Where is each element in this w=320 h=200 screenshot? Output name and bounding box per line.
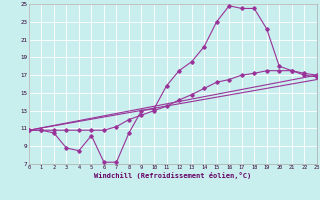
X-axis label: Windchill (Refroidissement éolien,°C): Windchill (Refroidissement éolien,°C) bbox=[94, 172, 252, 179]
